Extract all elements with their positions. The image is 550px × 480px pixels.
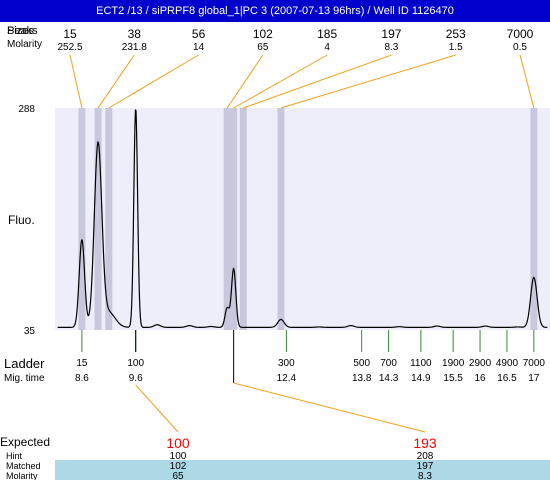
peak-connector	[280, 54, 456, 109]
peak-connector	[226, 54, 264, 109]
expected-value: 193	[413, 435, 437, 451]
ladder-size-label: 15	[76, 358, 88, 369]
expected-connector	[135, 384, 179, 433]
peak-molarity-label: 14	[193, 42, 205, 53]
peak-band	[223, 108, 231, 330]
ladder-size-label: 1900	[442, 358, 465, 369]
peak-size-label: 253	[446, 27, 466, 41]
peak-band	[94, 108, 102, 330]
matched-molarity-value: 65	[172, 471, 184, 480]
window-title: ECT2 /13 / siPRPF8 global_1|PC 3 (2007-0…	[0, 0, 550, 22]
hint-value: 208	[417, 451, 434, 462]
peak-band	[277, 108, 285, 330]
molarity-row-label: Molarity	[7, 39, 42, 50]
peak-molarity-label: 4	[324, 42, 330, 53]
peak-band	[230, 108, 238, 330]
peak-size-label: 7000	[507, 27, 534, 41]
ladder-time-label: 15.5	[443, 373, 463, 384]
matched-value: 197	[417, 461, 434, 472]
peak-connector	[519, 54, 535, 109]
ladder-time-label: 13.8	[352, 373, 372, 384]
peak-band	[78, 108, 86, 330]
peak-size-label: 15	[63, 27, 77, 41]
ladder-time-label: 9.6	[129, 373, 143, 384]
ladder-time-label: 12.4	[277, 373, 297, 384]
ladder-size-label: 2900	[469, 358, 492, 369]
peak-connector	[108, 54, 199, 109]
peak-molarity-label: 252.5	[57, 42, 82, 53]
expected-row-label: Expected	[0, 435, 50, 449]
peak-band	[105, 108, 113, 330]
plot-area	[55, 108, 550, 330]
peak-connector	[243, 54, 392, 109]
peak-molarity-label: 8.3	[384, 42, 398, 53]
ladder-size-label: 300	[278, 358, 295, 369]
fluorescence-trace	[57, 109, 548, 328]
matched-row-label: Matched	[6, 461, 41, 471]
ladder-size-label: 4900	[496, 358, 519, 369]
ladder-size-label: 500	[353, 358, 370, 369]
ladder-size-label: 700	[380, 358, 397, 369]
peaks-row-label: Peaks	[7, 25, 38, 37]
peak-size-label: 185	[317, 27, 337, 41]
ladder-time-label: 16	[474, 373, 486, 384]
ladder-size-label: 1100	[410, 358, 432, 369]
peak-band	[530, 108, 538, 330]
peak-band	[239, 108, 247, 330]
peak-size-label: 56	[192, 27, 206, 41]
peak-size-label: 102	[253, 27, 273, 41]
peak-connector	[69, 54, 83, 109]
peak-molarity-label: 1.5	[449, 42, 463, 53]
hint-row-label: Hint	[6, 451, 23, 461]
peak-connector	[233, 54, 328, 109]
sizes-row-label: Sizes	[7, 25, 34, 37]
ladder-time-label: 16.5	[497, 373, 517, 384]
y-tick-label-max: 288	[18, 104, 35, 115]
peak-size-label: 38	[128, 27, 142, 41]
matched-row-band	[55, 460, 550, 480]
mig-time-row-label: Mig. time	[4, 373, 45, 384]
peak-molarity-label: 0.5	[513, 42, 527, 53]
y-tick-label-min: 35	[24, 326, 36, 337]
ladder-time-label: 14.3	[379, 373, 399, 384]
ladder-time-label: 17	[528, 373, 540, 384]
expected-value: 100	[166, 435, 190, 451]
peak-molarity-label: 231.8	[122, 42, 147, 53]
ladder-row-label: Ladder	[4, 356, 45, 371]
peak-molarity-label: 65	[257, 42, 269, 53]
matched-molarity-value: 8.3	[418, 471, 432, 480]
hint-value: 100	[170, 451, 187, 462]
peak-size-label: 197	[381, 27, 401, 41]
ladder-time-label: 8.6	[75, 373, 89, 384]
ladder-size-label: 7000	[523, 358, 546, 369]
y-axis-label: Fluo.	[8, 213, 35, 227]
expected-connector	[233, 382, 426, 433]
peak-connector	[97, 54, 135, 109]
bottom-molarity-row-label: Molarity	[6, 471, 38, 480]
matched-value: 102	[170, 461, 187, 472]
ladder-size-label: 100	[127, 358, 144, 369]
ladder-time-label: 14.9	[411, 373, 431, 384]
